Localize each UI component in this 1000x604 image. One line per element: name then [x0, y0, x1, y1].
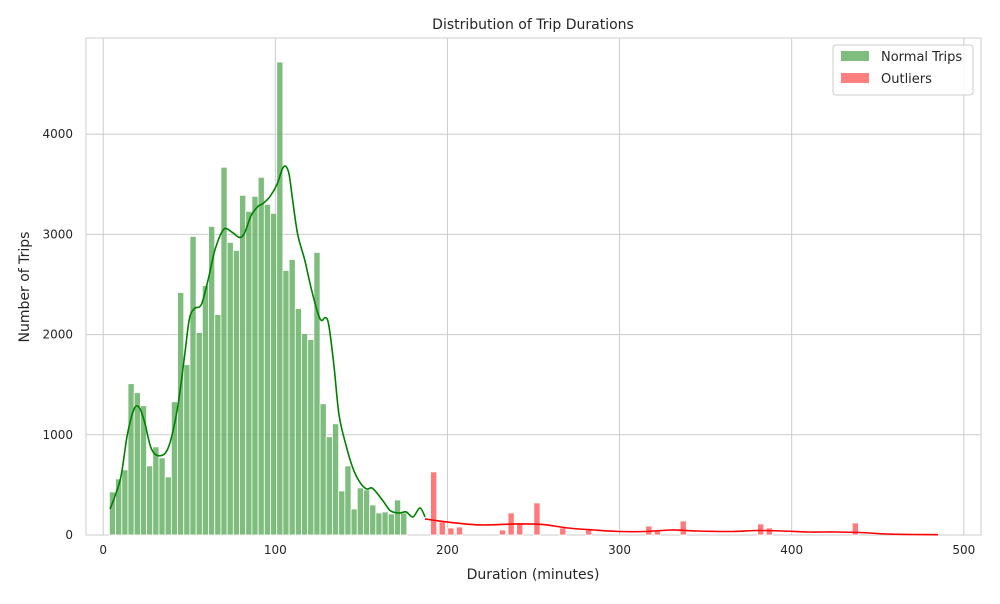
x-tick-label: 0 [99, 543, 107, 557]
outlier-bar [533, 502, 541, 536]
normal-trips-bar [164, 476, 172, 536]
y-tick-label: 3000 [42, 227, 73, 241]
outlier-bar [757, 523, 765, 536]
x-tick-label: 500 [952, 543, 975, 557]
y-tick-label: 1000 [42, 428, 73, 442]
outlier-bar [516, 522, 524, 536]
normal-trips-bar [201, 285, 209, 536]
outlier-bar [765, 527, 773, 536]
legend-label: Outliers [881, 72, 932, 87]
y-tick-label: 4000 [42, 127, 73, 141]
outlier-bar [455, 526, 463, 536]
normal-trips-bar [276, 61, 284, 536]
normal-trips-bar [332, 423, 340, 536]
x-tick-label: 300 [608, 543, 631, 557]
outlier-bars [430, 471, 859, 536]
x-axis-label: Duration (minutes) [467, 567, 600, 583]
normal-trips-bar [288, 259, 296, 536]
outlier-bar [438, 521, 446, 536]
normal-trips-bar [127, 383, 135, 536]
normal-trips-bar [375, 512, 383, 536]
y-axis-label: Number of Trips [17, 232, 33, 343]
normal-trips-bar [152, 446, 160, 536]
normal-trips-bar [344, 465, 352, 536]
y-axis-ticks: 0 1000 2000 3000 4000 [42, 127, 73, 542]
normal-trips-bar [177, 292, 185, 536]
normal-trips-bar [195, 332, 203, 536]
normal-trips-bar [369, 504, 377, 536]
y-tick-label: 2000 [42, 328, 73, 342]
normal-trips-bar [325, 436, 333, 536]
normal-trips-bar [263, 203, 271, 536]
chart-title: Distribution of Trip Durations [432, 17, 634, 33]
normal-trips-bar [257, 176, 265, 536]
legend-swatch [841, 51, 869, 61]
normal-trips-bar [226, 242, 234, 536]
normal-trips-bar [307, 339, 315, 536]
normal-trips-bar [363, 489, 371, 536]
normal-trips-bar [232, 250, 240, 536]
normal-trips-bar [239, 194, 247, 536]
outlier-bar [559, 527, 567, 536]
normal-trips-bar [158, 457, 166, 536]
normal-trips-bar [121, 469, 129, 536]
normal-trips-bar [338, 490, 346, 536]
normal-trips-bar [319, 403, 327, 536]
normal-trips-bar [387, 513, 395, 536]
outlier-bar [679, 520, 687, 536]
outlier-bar [585, 529, 593, 536]
normal-trips-bar [381, 511, 389, 536]
x-axis-ticks: 0 100 200 300 400 500 [99, 543, 975, 557]
normal-trips-bar [251, 195, 259, 536]
normal-trips-bar [245, 210, 253, 536]
normal-trips-bar [294, 308, 302, 536]
normal-trips-bar [356, 487, 364, 536]
legend-label: Normal Trips [881, 50, 962, 65]
normal-trips-bar [183, 364, 191, 536]
normal-trips-bar [270, 212, 278, 536]
normal-trips-bar [214, 314, 222, 536]
normal-trips-bar [313, 252, 321, 536]
normal-trips-bar [282, 270, 290, 536]
normal-trips-bar [133, 392, 141, 536]
x-tick-label: 100 [264, 543, 287, 557]
y-tick-label: 0 [65, 528, 73, 542]
normal-trips-kde-line [109, 165, 426, 518]
normal-trips-bar [350, 508, 358, 536]
normal-trips-bars [109, 61, 408, 536]
outliers-kde-line [424, 518, 938, 536]
normal-trips-bar [400, 512, 408, 536]
normal-trips-bar [189, 235, 197, 536]
x-tick-label: 200 [436, 543, 459, 557]
outlier-bar [851, 522, 859, 536]
x-tick-label: 400 [780, 543, 803, 557]
normal-trips-bar [146, 465, 154, 536]
kde-curves [109, 165, 938, 536]
outlier-bar [447, 527, 455, 536]
normal-trips-bar [394, 499, 402, 536]
outlier-bar [499, 529, 507, 536]
normal-trips-bar [220, 166, 228, 536]
outlier-bar [430, 471, 438, 536]
legend-swatch [841, 73, 869, 83]
normal-trips-bar [301, 333, 309, 536]
chart-legend: Normal Trips Outliers [832, 44, 974, 96]
